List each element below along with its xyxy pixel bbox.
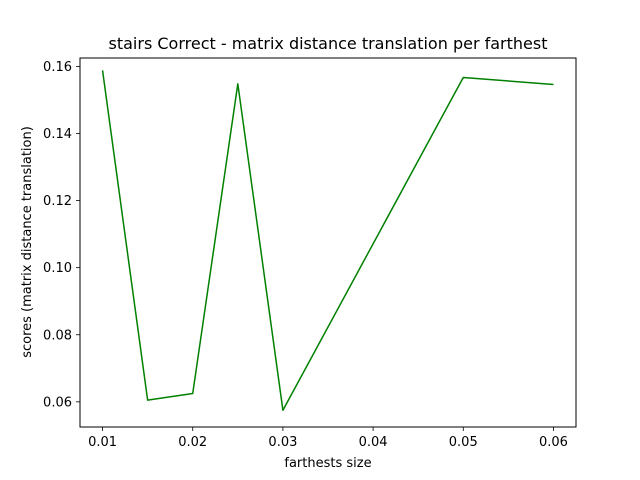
y-axis-ticks: 0.06 0.08 0.10 0.12 0.14 0.16 bbox=[43, 60, 80, 410]
axes-frame bbox=[79, 57, 577, 428]
x-axis-ticks: 0.01 0.02 0.03 0.04 0.05 0.06 bbox=[88, 427, 568, 450]
y-tick-label: 0.16 bbox=[43, 60, 72, 75]
series-line-0 bbox=[101, 70, 554, 411]
y-axis-label: scores (matrix distance translation) bbox=[20, 126, 35, 358]
chart-title: stairs Correct - matrix distance transla… bbox=[109, 34, 548, 53]
x-tick-label: 0.04 bbox=[359, 435, 388, 450]
y-tick-label: 0.06 bbox=[43, 395, 72, 410]
plot-area bbox=[101, 70, 554, 411]
y-tick-label: 0.14 bbox=[43, 127, 72, 142]
x-tick-label: 0.03 bbox=[268, 435, 297, 450]
y-tick-label: 0.10 bbox=[43, 261, 72, 276]
y-tick-label: 0.12 bbox=[43, 194, 72, 209]
x-tick-label: 0.02 bbox=[178, 435, 207, 450]
y-tick-label: 0.08 bbox=[43, 328, 72, 343]
x-tick-label: 0.06 bbox=[539, 435, 568, 450]
x-tick-label: 0.05 bbox=[449, 435, 478, 450]
x-tick-label: 0.01 bbox=[88, 435, 117, 450]
x-axis-label: farthests size bbox=[284, 456, 371, 471]
